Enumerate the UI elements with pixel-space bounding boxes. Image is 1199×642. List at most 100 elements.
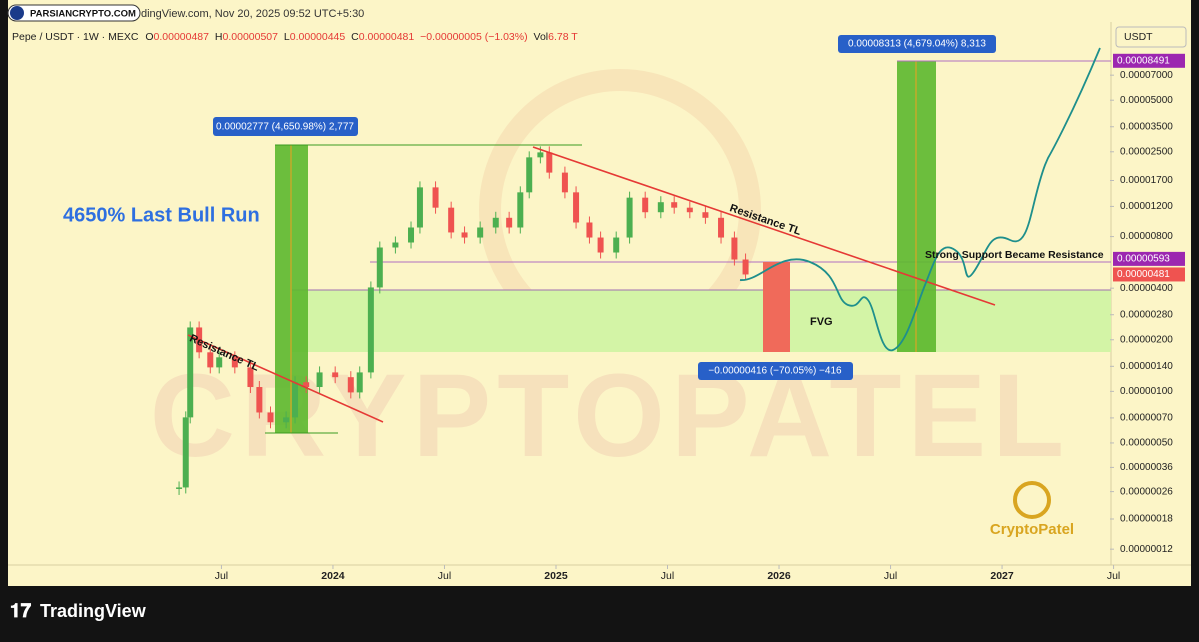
candle	[686, 207, 693, 213]
x-tick-label: Jul	[661, 570, 674, 582]
candle	[546, 152, 553, 173]
measure-text: −0.00000416 (−70.05%) −416	[708, 366, 842, 377]
x-tick-label: 2025	[544, 570, 568, 582]
candle	[376, 247, 383, 288]
y-tick-label: 0.00001700	[1120, 175, 1173, 186]
y-tick-label: 0.00000800	[1120, 231, 1173, 242]
candle	[586, 222, 593, 238]
badge	[7, 4, 141, 22]
vol-key: Vol	[534, 31, 549, 43]
measure-box-mid	[763, 262, 790, 352]
y-tick-label: 0.00001200	[1120, 201, 1173, 212]
candle	[492, 217, 499, 228]
header-line: Pepe / USDT · 1W · MEXC O0.00000487 H0.0…	[12, 31, 578, 43]
x-tick-label: Jul	[1107, 570, 1120, 582]
candle	[613, 237, 620, 253]
source-text: dingView.com, Nov 20, 2025 09:52 UTC+5:3…	[141, 8, 364, 20]
price-label: 0.00000593	[1117, 254, 1170, 265]
candle	[461, 232, 468, 238]
y-tick-label: 0.00000026	[1120, 486, 1173, 497]
candle	[292, 382, 299, 418]
measure-tag	[213, 117, 358, 136]
y-tick-label: 0.00000200	[1120, 334, 1173, 345]
currency: USDT	[1124, 31, 1153, 43]
badge-icon	[10, 6, 24, 20]
price-label: 0.00000481	[1117, 269, 1170, 280]
candle	[671, 202, 678, 208]
ohlc-value: 0.00000507	[223, 31, 279, 43]
measure-text: 0.00008313 (4,679.04%) 8,313	[848, 39, 986, 50]
footer-brand: TradingView	[40, 601, 147, 621]
candle	[537, 152, 544, 158]
x-tick-label: 2027	[990, 570, 1014, 582]
y-tick-label: 0.00000400	[1120, 283, 1173, 294]
price-label-box	[1113, 53, 1185, 68]
x-tick-label: 2026	[767, 570, 791, 582]
candle	[731, 237, 738, 260]
trendline-right	[532, 146, 996, 306]
ohlc-key: L	[284, 31, 290, 43]
candle	[657, 202, 664, 213]
logo-icon	[1013, 481, 1051, 519]
ohlc-key: O	[145, 31, 153, 43]
measure-text: 0.00002777 (4,650.98%) 2,777	[216, 122, 354, 133]
ohlc-key: H	[215, 31, 223, 43]
x-tick-label: Jul	[438, 570, 451, 582]
candle	[392, 242, 399, 248]
x-tick-label: Jul	[215, 570, 228, 582]
ohlc-value: 0.00000487	[154, 31, 210, 43]
symbol: Pepe / USDT · 1W · MEXC	[12, 31, 139, 43]
candle	[416, 187, 423, 228]
candle	[642, 197, 649, 213]
candle	[231, 357, 238, 368]
ohlc-value: 0.00000445	[290, 31, 346, 43]
y-tick-label: 0.00000070	[1120, 413, 1173, 424]
measure-tag	[698, 362, 853, 380]
bull-run-label: 4650% Last Bull Run	[63, 204, 260, 226]
candle	[332, 372, 339, 378]
price-label: 0.00008491	[1117, 55, 1170, 66]
y-tick-label: 0.00007000	[1120, 70, 1173, 81]
candle	[408, 227, 415, 243]
x-tick-label: 2024	[321, 570, 345, 582]
candle	[267, 412, 274, 423]
y-tick-label: 0.00003500	[1120, 121, 1173, 132]
x-tick-label: Jul	[884, 570, 897, 582]
candle	[187, 327, 194, 418]
candle	[303, 382, 310, 388]
candle	[702, 212, 709, 218]
candle	[356, 372, 363, 393]
candle	[432, 187, 439, 208]
logo-text: CryptoPatel	[990, 521, 1074, 538]
candle	[283, 417, 290, 423]
change: −0.00000005 (−1.03%)	[420, 31, 527, 43]
price-label-box	[1113, 251, 1185, 266]
candle	[448, 207, 455, 233]
y-tick-label: 0.00000280	[1120, 309, 1173, 320]
vol-value: 6.78 T	[548, 31, 578, 43]
candle	[718, 217, 725, 238]
candle	[182, 417, 189, 488]
candle	[477, 227, 484, 238]
candle	[247, 367, 254, 388]
candle	[207, 352, 214, 368]
trendline-left	[187, 334, 384, 423]
y-tick-label: 0.00005000	[1120, 95, 1173, 106]
y-tick-label: 0.00000018	[1120, 514, 1173, 525]
ohlc-key: C	[351, 31, 359, 43]
footer-icon: 𝟏𝟕	[10, 601, 32, 622]
price-label-box	[1113, 267, 1185, 282]
currency-box	[1115, 26, 1187, 48]
candle	[316, 372, 323, 388]
candle	[256, 387, 263, 413]
candle	[626, 197, 633, 238]
projection-path	[739, 47, 1101, 351]
candle	[742, 259, 749, 275]
y-tick-label: 0.00002500	[1120, 146, 1173, 157]
y-tick-label: 0.00000140	[1120, 361, 1173, 372]
fvg-zone	[292, 290, 1111, 352]
candle	[573, 192, 580, 223]
candle	[561, 172, 568, 193]
support-label: Strong Support Became Resistance	[925, 249, 1104, 261]
